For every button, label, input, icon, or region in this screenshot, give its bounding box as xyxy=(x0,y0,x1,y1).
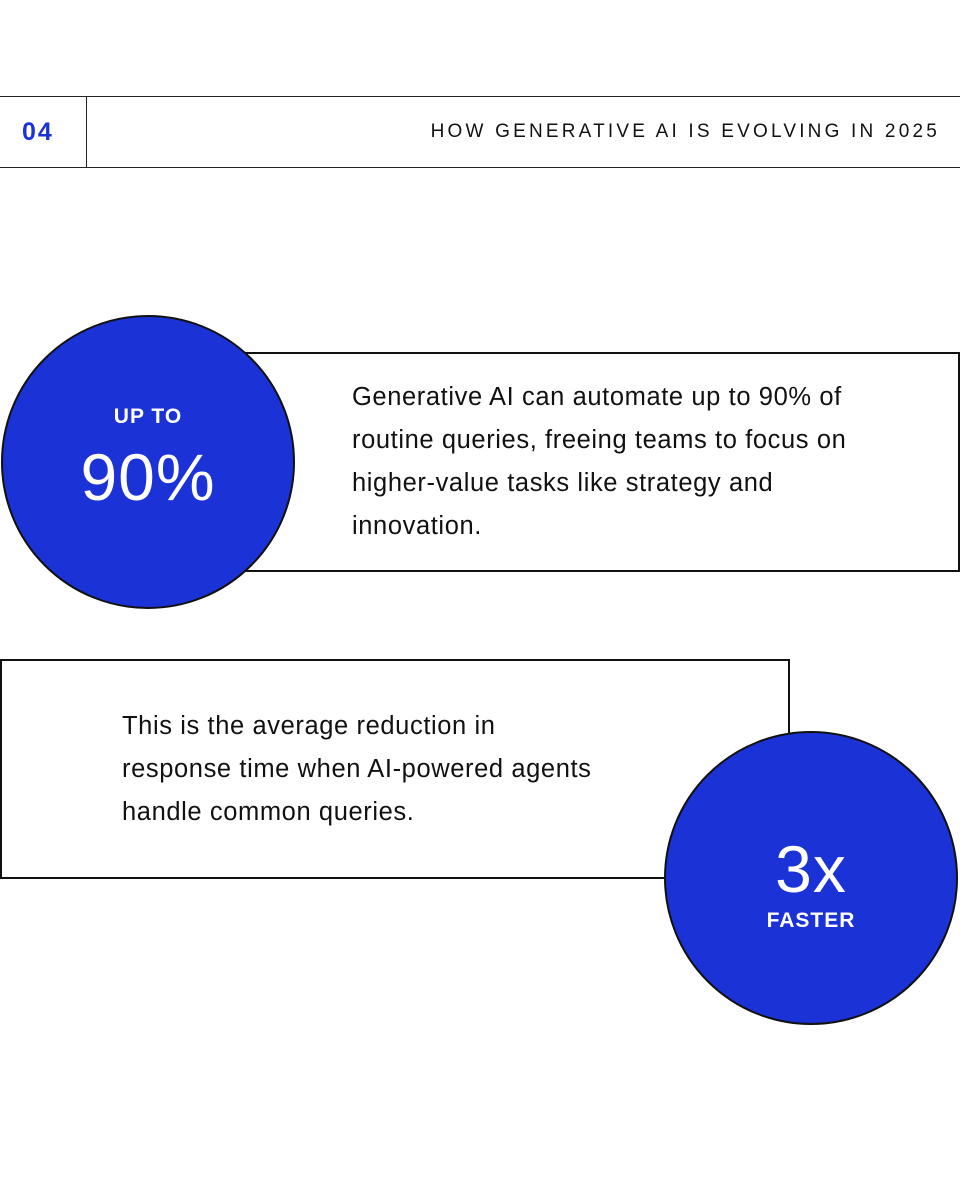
stat-card: This is the average reduction in respons… xyxy=(0,659,790,879)
stat-label: FASTER xyxy=(766,909,856,932)
stat-card: Generative AI can automate up to 90% of … xyxy=(240,352,960,572)
header-title: HOW GENERATIVE AI IS EVOLVING IN 2025 xyxy=(430,121,940,142)
header-rule xyxy=(0,96,960,97)
page-number: 04 xyxy=(22,118,54,146)
stat-text: This is the average reduction in respons… xyxy=(122,712,592,826)
stat-circle: UP TO 90% xyxy=(1,315,295,609)
header-rule xyxy=(0,167,960,168)
stat-value: 90% xyxy=(80,440,216,514)
stat-circle: 3x FASTER xyxy=(664,731,958,1025)
stat-value: 3x xyxy=(775,832,847,906)
header-divider xyxy=(86,96,87,168)
stat-text: Generative AI can automate up to 90% of … xyxy=(352,383,847,540)
stat-label: UP TO xyxy=(113,405,183,428)
